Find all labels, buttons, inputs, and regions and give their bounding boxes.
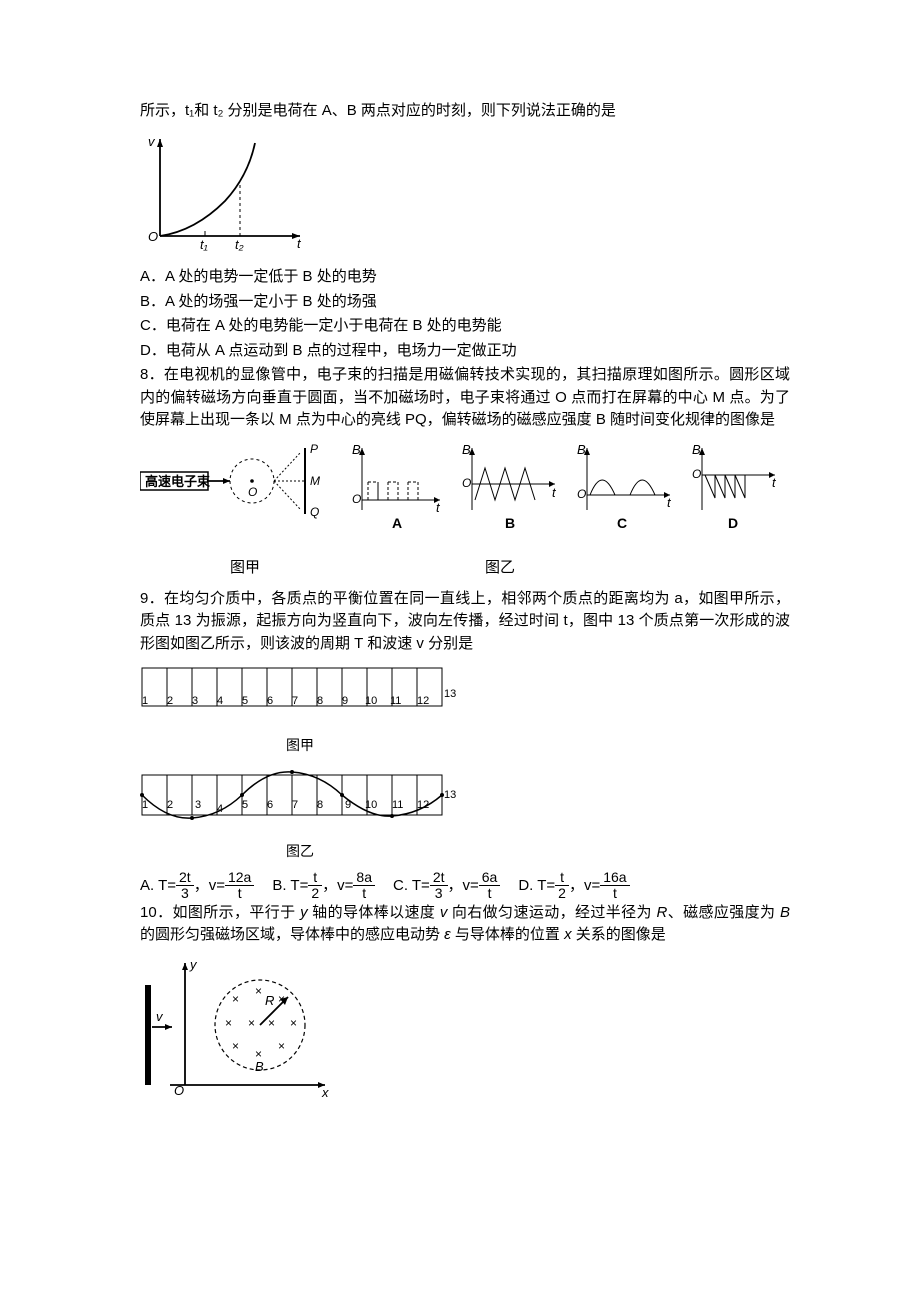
svg-text:t: t [436, 500, 441, 515]
svg-text:4: 4 [217, 695, 223, 707]
q7-option-d: D．电荷从 A 点运动到 B 点的过程中，电场力一定做正功 [140, 340, 790, 363]
svg-text:B: B [577, 442, 586, 457]
svg-text:B: B [352, 442, 361, 457]
q9-opt-d: D. T=t2，v=16at [518, 870, 629, 902]
q9-options: A. T=2t3，v=12at B. T=t2，v=8at C. T=2t3，v… [140, 870, 790, 902]
svg-text:10: 10 [365, 695, 377, 707]
svg-text:v: v [156, 1009, 164, 1024]
svg-text:8: 8 [317, 695, 323, 707]
svg-text:11: 11 [392, 799, 403, 811]
y-axis-label: v [148, 134, 156, 149]
svg-text:O: O [174, 1083, 184, 1098]
origin-label: O [148, 229, 158, 244]
svg-text:6: 6 [267, 799, 273, 811]
t2-label: t₂ [235, 237, 244, 251]
q9-diagram-jia: 123 456 789 101112 13 图甲 [140, 663, 790, 756]
svg-text:x: x [321, 1085, 329, 1100]
q7-option-a: A．A 处的电势一定低于 B 处的电势 [140, 266, 790, 289]
svg-text:5: 5 [242, 695, 248, 707]
q9-opt-c: C. T=2t3，v=6at [393, 870, 500, 902]
caption-yi: 图乙 [485, 557, 515, 580]
o-label: O [248, 485, 257, 499]
svg-text:R: R [265, 993, 274, 1008]
q8-diagram: 高速电子束 O P M Q B t O A B [140, 440, 790, 580]
svg-text:×: × [290, 1016, 297, 1030]
m-label: M [310, 474, 320, 488]
svg-text:1: 1 [142, 799, 148, 811]
svg-text:×: × [278, 1039, 285, 1053]
svg-text:2: 2 [167, 695, 173, 707]
svg-text:×: × [225, 1016, 232, 1030]
q7-option-b: B．A 处的场强一定小于 B 处的场强 [140, 291, 790, 314]
svg-text:B: B [255, 1059, 264, 1074]
svg-text:3: 3 [195, 799, 201, 811]
svg-text:C: C [617, 515, 627, 531]
svg-text:11: 11 [390, 695, 401, 707]
x-axis-label: t [297, 236, 302, 251]
svg-text:×: × [232, 992, 239, 1006]
svg-text:1: 1 [142, 695, 148, 707]
q9-opt-b: B. T=t2，v=8at [272, 870, 375, 902]
svg-text:13: 13 [444, 789, 456, 801]
svg-text:9: 9 [342, 695, 348, 707]
q9-caption-jia: 图甲 [140, 735, 460, 756]
q9-text: 9．在均匀介质中，各质点的平衡位置在同一直线上，相邻两个质点的距离均为 a，如图… [140, 588, 790, 656]
svg-text:12: 12 [417, 799, 429, 811]
svg-text:O: O [462, 476, 471, 490]
q10-text: 10．如图所示，平行于 y 轴的导体棒以速度 v 向右做匀速运动，经过半径为 R… [140, 902, 790, 947]
svg-text:10: 10 [365, 799, 377, 811]
svg-text:D: D [728, 515, 738, 531]
svg-text:4: 4 [217, 803, 223, 815]
svg-text:6: 6 [267, 695, 273, 707]
t1-label: t₁ [200, 237, 208, 251]
svg-text:7: 7 [292, 695, 298, 707]
p-label: P [310, 442, 318, 456]
svg-text:3: 3 [192, 695, 198, 707]
svg-text:B: B [462, 442, 471, 457]
q7-intro: 所示，t₁和 t₂ 分别是电荷在 A、B 两点对应的时刻，则下列说法正确的是 [140, 100, 790, 123]
svg-text:×: × [248, 1016, 255, 1030]
svg-text:12: 12 [417, 695, 429, 707]
svg-text:5: 5 [242, 799, 248, 811]
svg-text:A: A [392, 515, 402, 531]
svg-text:B: B [505, 515, 515, 531]
svg-text:2: 2 [167, 799, 173, 811]
caption-jia: 图甲 [230, 557, 260, 580]
svg-text:8: 8 [317, 799, 323, 811]
q7-option-c: C．电荷在 A 处的电势能一定小于电荷在 B 处的电势能 [140, 315, 790, 338]
q9-diagram-yi: 123 456 789 101112 13 图乙 [140, 770, 790, 863]
svg-text:7: 7 [292, 799, 298, 811]
svg-text:t: t [772, 475, 777, 490]
svg-text:9: 9 [345, 799, 351, 811]
q-label: Q [310, 505, 319, 519]
svg-text:t: t [667, 495, 672, 510]
svg-text:13: 13 [444, 688, 456, 700]
svg-text:t: t [552, 485, 557, 500]
q9-opt-a: A. T=2t3，v=12at [140, 870, 254, 902]
svg-text:×: × [268, 1016, 275, 1030]
svg-text:×: × [255, 984, 262, 998]
q8-text: 8．在电视机的显像管中，电子束的扫描是用磁偏转技术实现的，其扫描原理如图所示。圆… [140, 364, 790, 432]
q9-caption-yi: 图乙 [140, 841, 460, 862]
svg-text:O: O [352, 492, 361, 506]
q10-diagram: O x y ××× ×× ××× ×× R B v [140, 955, 790, 1108]
svg-text:O: O [577, 487, 586, 501]
beam-label: 高速电子束 [145, 474, 211, 489]
svg-text:×: × [232, 1039, 239, 1053]
svg-text:O: O [692, 467, 701, 481]
svg-text:y: y [189, 957, 198, 972]
svg-text:B: B [692, 442, 701, 457]
q7-graph: O t₁ t₂ t v [140, 131, 790, 259]
